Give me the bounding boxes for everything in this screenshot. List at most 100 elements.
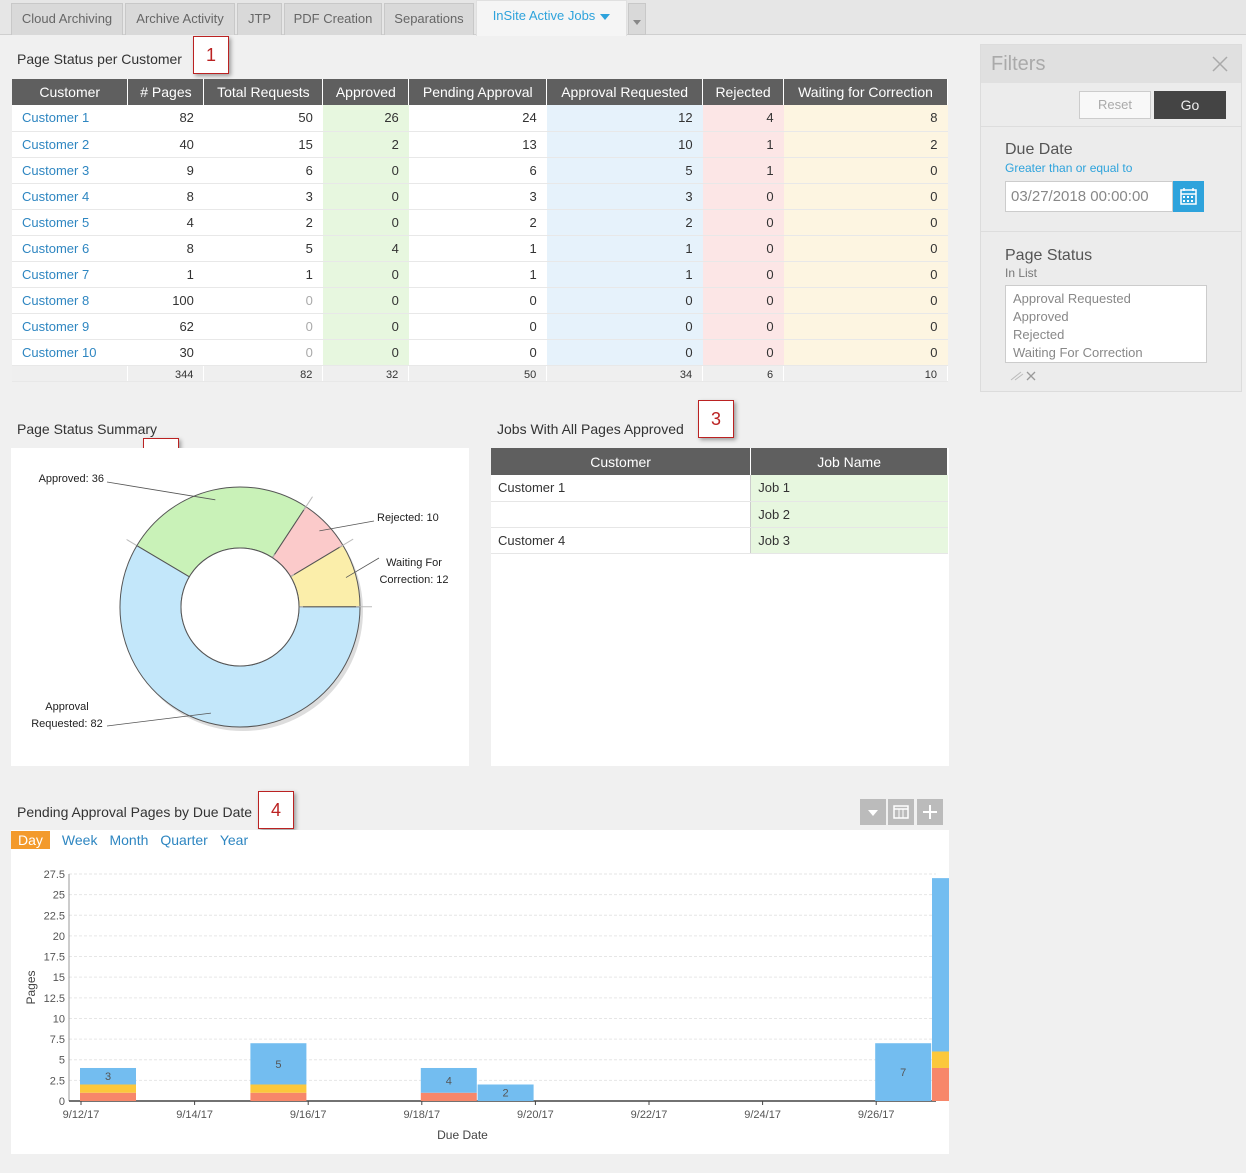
customer-link[interactable]: Customer 10 — [12, 339, 128, 366]
go-button[interactable]: Go — [1154, 91, 1226, 119]
customer-link[interactable]: Customer 4 — [12, 183, 128, 210]
table-cell: 0 — [203, 287, 323, 314]
tab-overflow-menu-button[interactable] — [628, 3, 646, 35]
bar-segment[interactable] — [875, 1043, 932, 1101]
table-cell: 8 — [783, 105, 948, 132]
x-tick-label: 9/16/17 — [290, 1109, 327, 1121]
column-header[interactable]: Waiting for Correction — [783, 79, 948, 105]
job-cell[interactable]: Job 3 — [750, 527, 948, 554]
bar-segment[interactable] — [80, 1084, 136, 1093]
bar-segment[interactable] — [80, 1067, 136, 1085]
customer-link[interactable]: Customer 5 — [12, 209, 128, 236]
column-header[interactable]: Rejected — [702, 79, 785, 105]
close-icon[interactable] — [1211, 55, 1229, 73]
y-tick-label: 27.5 — [44, 869, 65, 881]
table-cell: 0 — [322, 157, 409, 184]
list-item[interactable]: Approved — [1013, 309, 1069, 324]
due-date-input[interactable]: 03/27/2018 00:00:00 — [1005, 181, 1173, 212]
list-item[interactable]: Waiting For Correction — [1013, 345, 1143, 360]
customer-link[interactable]: Customer 9 — [12, 313, 128, 340]
customer-link[interactable]: Customer 3 — [12, 157, 128, 184]
bar-segment[interactable] — [250, 1084, 307, 1093]
column-header[interactable]: Total Requests — [203, 79, 324, 105]
customer-link[interactable]: Customer 8 — [12, 287, 128, 314]
table-cell: 0 — [546, 313, 703, 340]
period-tab-week[interactable]: Week — [61, 832, 98, 848]
period-tab-year[interactable]: Year — [219, 832, 249, 848]
table-cell: 2 — [783, 131, 948, 158]
table-cell: 1 — [203, 261, 323, 288]
column-header[interactable]: Approved — [322, 79, 410, 105]
bar-segment[interactable] — [80, 1092, 136, 1101]
y-tick-label: 15 — [53, 972, 65, 984]
period-tab-quarter[interactable]: Quarter — [160, 832, 208, 848]
y-tick-label: 0 — [59, 1096, 65, 1108]
column-header[interactable]: Customer — [12, 79, 129, 105]
total-cell: 82 — [203, 365, 324, 382]
bar-segment[interactable] — [420, 1067, 477, 1093]
tab-separations[interactable]: Separations — [384, 3, 474, 35]
bar-segment[interactable] — [250, 1043, 307, 1085]
bar-segment[interactable] — [932, 1067, 949, 1101]
columns-icon — [893, 805, 909, 819]
bar-segment[interactable] — [932, 1051, 949, 1068]
pending-chart-title: Pending Approval Pages by Due Date — [17, 804, 253, 820]
donut-chart-panel: Approved: 36 Rejected: 10 Waiting For Corre… — [11, 448, 469, 766]
column-header[interactable]: Customer — [491, 448, 752, 475]
total-cell — [12, 365, 129, 382]
y-tick-label: 20 — [53, 931, 65, 943]
chevron-down-icon — [868, 810, 878, 816]
chart-columns-button[interactable] — [888, 799, 914, 825]
customer-link[interactable]: Customer 2 — [12, 131, 128, 158]
job-cell[interactable]: Job 2 — [750, 501, 948, 528]
page-status-title: Page Status — [1005, 247, 1093, 264]
job-cell[interactable]: Job 1 — [750, 475, 948, 502]
due-date-operator[interactable]: Greater than or equal to — [1005, 161, 1133, 175]
bar-segment[interactable] — [932, 878, 949, 1052]
table-cell: 0 — [783, 183, 948, 210]
column-header[interactable]: Pending Approval — [408, 79, 548, 105]
column-header[interactable]: Job Name — [750, 448, 948, 475]
page-status-listbox[interactable]: Approval Requested Approved Rejected Wai… — [1005, 285, 1207, 363]
list-item[interactable]: Approval Requested — [1013, 291, 1131, 306]
chart-dropdown-button[interactable] — [860, 799, 886, 825]
tab-insite-active-jobs[interactable]: InSite Active Jobs — [476, 0, 627, 36]
customer-link[interactable]: Customer 6 — [12, 235, 128, 262]
table-cell: 0 — [783, 209, 948, 236]
bar-segment[interactable] — [477, 1084, 534, 1101]
tab-cloud-archiving[interactable]: Cloud Archiving — [11, 3, 123, 35]
table-cell: 0 — [783, 313, 948, 340]
period-tab-day[interactable]: Day — [11, 831, 50, 849]
bar-segment[interactable] — [420, 1092, 477, 1101]
clear-selection-icon[interactable] — [1009, 370, 1045, 382]
slice-label: Rejected: 10 — [377, 512, 439, 524]
table-cell: 0 — [546, 287, 703, 314]
table-cell: 0 — [322, 209, 409, 236]
column-header[interactable]: Approval Requested — [546, 79, 704, 105]
totals-row: 344 82 32 50 34 6 10 — [12, 365, 948, 382]
table-cell: 1 — [546, 235, 703, 262]
customer-link[interactable]: Customer 7 — [12, 261, 128, 288]
table-cell: 100 — [127, 287, 204, 314]
column-header[interactable]: # Pages — [127, 79, 205, 105]
tab-jtp[interactable]: JTP — [237, 3, 282, 35]
reset-button[interactable]: Reset — [1079, 91, 1151, 119]
page-status-operator: In List — [1005, 266, 1038, 280]
table-row: Customer 4 Job 3 — [491, 527, 948, 554]
calendar-icon[interactable] — [1173, 181, 1204, 212]
tab-archive-activity[interactable]: Archive Activity — [125, 3, 235, 35]
period-tab-month[interactable]: Month — [109, 832, 149, 848]
table-cell: 0 — [203, 339, 323, 366]
tab-pdf-creation[interactable]: PDF Creation — [284, 3, 382, 35]
list-item[interactable]: Rejected — [1013, 327, 1065, 342]
y-tick-label: 25 — [53, 890, 65, 902]
bar-segment[interactable] — [250, 1092, 307, 1101]
chart-add-button[interactable] — [917, 799, 943, 825]
customer-cell — [491, 501, 751, 528]
table-cell: 0 — [322, 261, 409, 288]
customer-link[interactable]: Customer 1 — [12, 105, 128, 132]
bar-value-label: 2 — [503, 1088, 509, 1100]
page-status-summary-title: Page Status Summary — [17, 421, 158, 437]
table-cell: 0 — [783, 287, 948, 314]
